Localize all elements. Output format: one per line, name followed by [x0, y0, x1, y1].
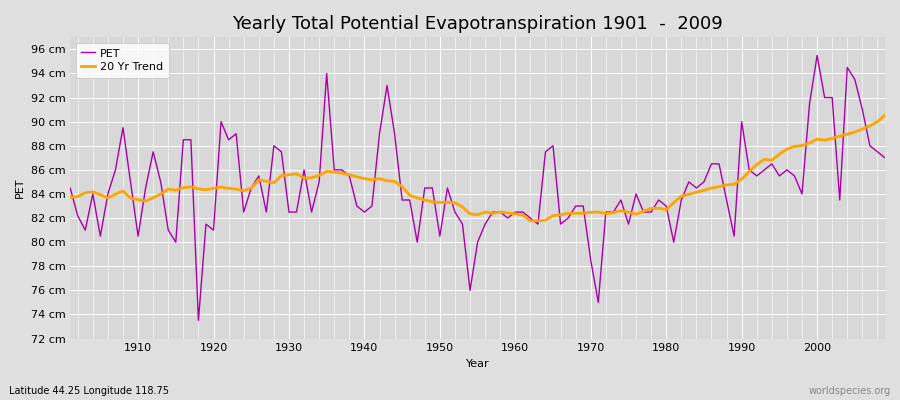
- Line: PET: PET: [70, 56, 885, 320]
- 20 Yr Trend: [502, 210, 513, 215]
- 20 Yr Trend: [608, 210, 619, 215]
- 20 Yr Trend: [525, 218, 535, 223]
- PET: [608, 210, 619, 214]
- Title: Yearly Total Potential Evapotranspiration 1901  -  2009: Yearly Total Potential Evapotranspiratio…: [232, 15, 723, 33]
- 20 Yr Trend: [125, 196, 136, 201]
- PET: [65, 186, 76, 190]
- 20 Yr Trend: [291, 171, 302, 176]
- PET: [510, 210, 521, 214]
- Legend: PET, 20 Yr Trend: PET, 20 Yr Trend: [76, 43, 169, 78]
- Text: Latitude 44.25 Longitude 118.75: Latitude 44.25 Longitude 118.75: [9, 386, 169, 396]
- 20 Yr Trend: [65, 195, 76, 200]
- PET: [193, 318, 203, 323]
- PET: [879, 156, 890, 160]
- PET: [344, 174, 355, 178]
- PET: [299, 168, 310, 172]
- 20 Yr Trend: [879, 113, 890, 118]
- X-axis label: Year: Year: [466, 359, 490, 369]
- Line: 20 Yr Trend: 20 Yr Trend: [70, 115, 885, 221]
- PET: [518, 210, 528, 214]
- PET: [812, 53, 823, 58]
- 20 Yr Trend: [510, 212, 521, 216]
- PET: [125, 180, 136, 184]
- 20 Yr Trend: [337, 171, 347, 176]
- Y-axis label: PET: PET: [15, 178, 25, 198]
- Text: worldspecies.org: worldspecies.org: [809, 386, 891, 396]
